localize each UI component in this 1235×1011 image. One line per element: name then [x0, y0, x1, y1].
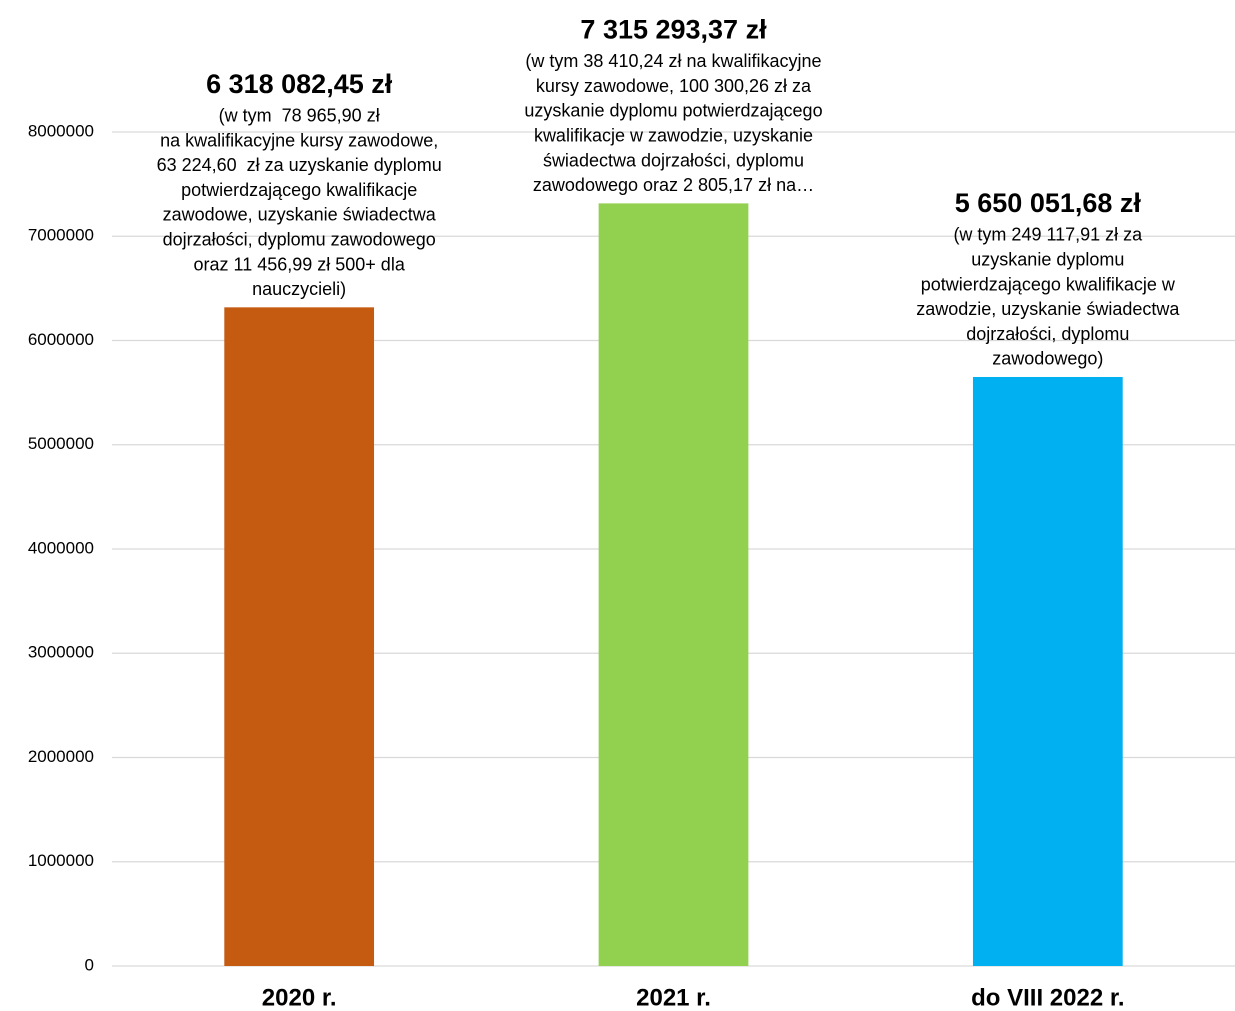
x-tick-label: 2020 r.	[262, 984, 337, 1011]
annotation-line: kwalifikacje w zawodzie, uzyskanie	[534, 126, 813, 146]
annotation-line: 63 224,60 zł za uzyskanie dyplomu	[157, 155, 442, 175]
bar	[972, 376, 1123, 966]
bar	[224, 307, 375, 966]
annotation-line: zawodowego)	[992, 349, 1103, 369]
annotation-line: świadectwa dojrzałości, dyplomu	[543, 150, 804, 170]
y-tick-label: 1000000	[28, 851, 94, 870]
annotation-line: uzyskanie dyplomu	[971, 250, 1124, 270]
bar	[598, 203, 749, 966]
annotation-line: dojrzałości, dyplomu	[966, 324, 1129, 344]
annotation-line: potwierdzającego kwalifikacje w	[921, 274, 1176, 294]
annotation-line: zawodowego oraz 2 805,17 zł na…	[533, 175, 814, 195]
value-label: 6 318 082,45 zł	[206, 69, 393, 99]
y-tick-label: 8000000	[28, 121, 94, 140]
y-tick-label: 7000000	[28, 226, 94, 245]
annotation-line: potwierdzającego kwalifikacje	[181, 180, 417, 200]
annotation-line: nauczycieli)	[252, 279, 346, 299]
annotation-line: kursy zawodowe, 100 300,26 zł za	[536, 76, 812, 96]
annotation-line: (w tym 38 410,24 zł na kwalifikacyjne	[525, 51, 821, 71]
value-label: 7 315 293,37 zł	[580, 15, 767, 45]
annotation-line: oraz 11 456,99 zł 500+ dla	[194, 254, 406, 274]
annotation-line: (w tym 78 965,90 zł	[219, 105, 380, 125]
annotation-line: dojrzałości, dyplomu zawodowego	[163, 229, 436, 249]
y-tick-label: 2000000	[28, 747, 94, 766]
annotation-line: zawodzie, uzyskanie świadectwa	[916, 299, 1180, 319]
annotation-line: (w tym 249 117,91 zł za	[953, 225, 1143, 245]
x-tick-label: 2021 r.	[636, 984, 711, 1011]
value-label: 5 650 051,68 zł	[955, 188, 1142, 218]
y-tick-label: 6000000	[28, 330, 94, 349]
annotation-line: uzyskanie dyplomu potwierdzającego	[524, 101, 822, 121]
y-tick-label: 5000000	[28, 434, 94, 453]
y-tick-label: 4000000	[28, 538, 94, 557]
annotation-line: na kwalifikacyjne kursy zawodowe,	[160, 130, 438, 150]
x-tick-label: do VIII 2022 r.	[971, 984, 1124, 1011]
y-tick-label: 0	[85, 955, 94, 974]
y-tick-label: 3000000	[28, 643, 94, 662]
annotation-line: zawodowe, uzyskanie świadectwa	[163, 205, 437, 225]
